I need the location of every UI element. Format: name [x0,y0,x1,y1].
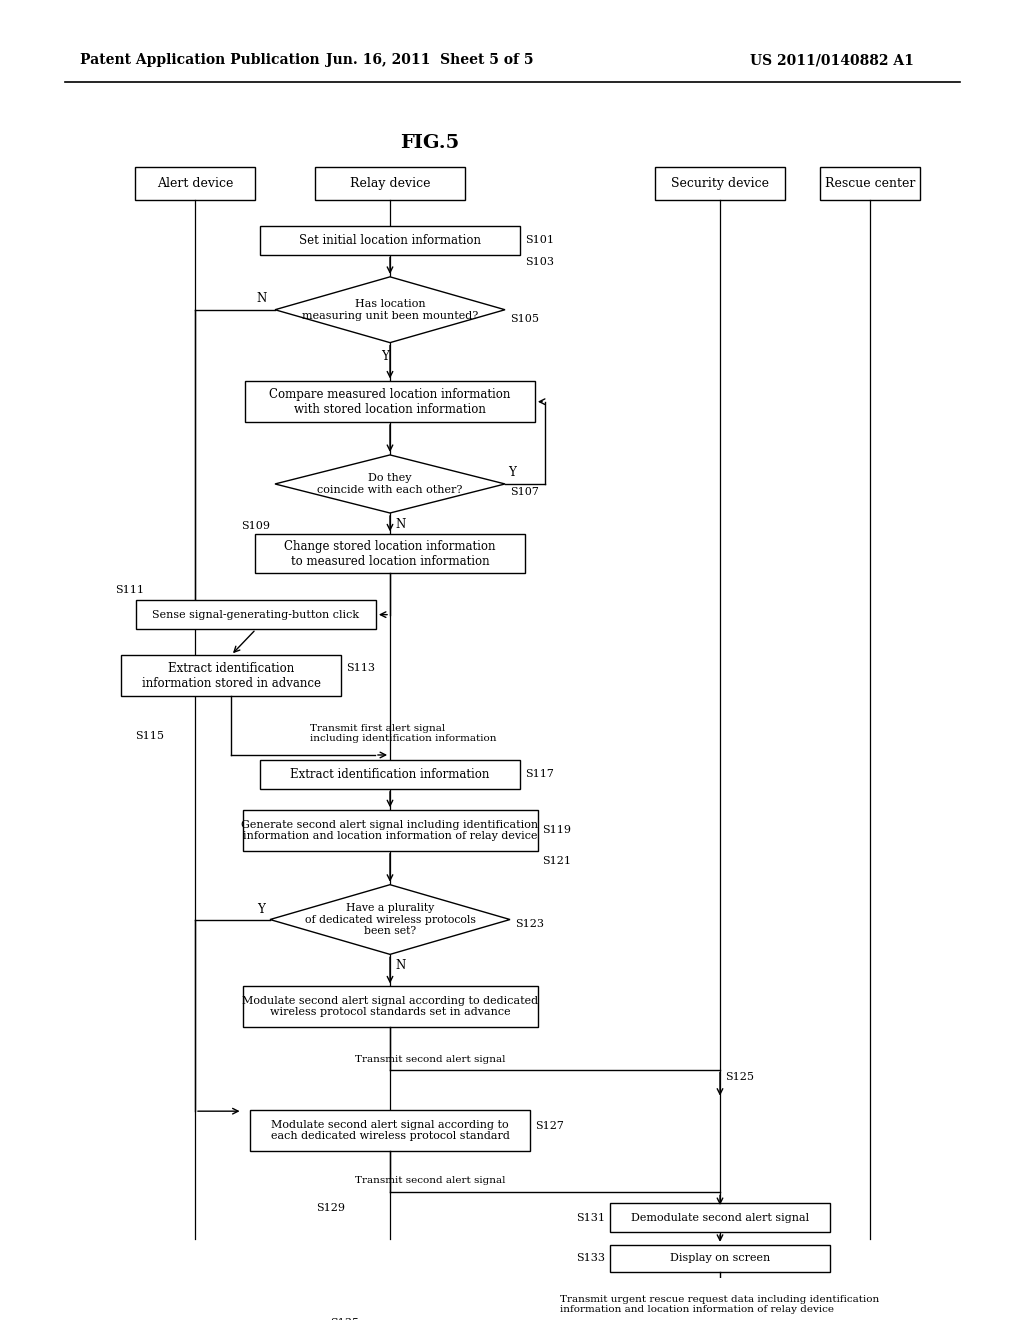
Text: Modulate second alert signal according to
each dedicated wireless protocol stand: Modulate second alert signal according t… [270,1119,509,1142]
FancyBboxPatch shape [243,986,538,1027]
Text: S113: S113 [346,663,375,673]
Text: S127: S127 [535,1121,564,1131]
Text: Demodulate second alert signal: Demodulate second alert signal [631,1213,809,1222]
Text: Transmit urgent rescue request data including identification
information and loc: Transmit urgent rescue request data incl… [560,1295,880,1315]
FancyBboxPatch shape [655,168,785,201]
Text: Jun. 16, 2011  Sheet 5 of 5: Jun. 16, 2011 Sheet 5 of 5 [327,53,534,67]
FancyBboxPatch shape [260,226,520,255]
FancyBboxPatch shape [136,601,376,630]
Text: S119: S119 [543,825,571,836]
Text: Transmit first alert signal
including identification information: Transmit first alert signal including id… [310,723,497,743]
FancyBboxPatch shape [250,1110,530,1151]
Text: Relay device: Relay device [350,177,430,190]
Text: S133: S133 [575,1253,605,1263]
FancyBboxPatch shape [610,1245,830,1272]
Text: US 2011/0140882 A1: US 2011/0140882 A1 [750,53,913,67]
Text: Has location
measuring unit been mounted?: Has location measuring unit been mounted… [302,298,478,321]
Text: Extract identification information: Extract identification information [291,768,489,781]
Text: Y: Y [257,903,265,916]
FancyBboxPatch shape [260,760,520,789]
Polygon shape [270,884,510,954]
Text: N: N [257,292,267,305]
FancyBboxPatch shape [820,168,920,201]
Text: Transmit second alert signal: Transmit second alert signal [354,1176,505,1185]
Text: S103: S103 [525,257,554,268]
Text: Y: Y [508,466,516,479]
Text: S117: S117 [525,770,554,779]
Text: S109: S109 [241,521,270,531]
Text: Security device: Security device [671,177,769,190]
Text: S105: S105 [510,314,539,325]
Text: Extract identification
information stored in advance: Extract identification information store… [141,661,321,689]
Polygon shape [275,455,505,513]
Text: S135: S135 [330,1319,359,1320]
Text: Alert device: Alert device [157,177,233,190]
Text: Set initial location information: Set initial location information [299,234,481,247]
Text: Patent Application Publication: Patent Application Publication [80,53,319,67]
Text: N: N [395,517,406,531]
Text: S107: S107 [510,487,539,496]
Text: Y: Y [381,350,389,363]
Text: S121: S121 [543,855,571,866]
FancyBboxPatch shape [315,168,465,201]
Text: Compare measured location information
with stored location information: Compare measured location information wi… [269,388,511,416]
FancyBboxPatch shape [245,381,535,422]
FancyBboxPatch shape [135,168,255,201]
Text: Display on screen: Display on screen [670,1253,770,1263]
Text: Do they
coincide with each other?: Do they coincide with each other? [317,473,463,495]
Text: Transmit second alert signal: Transmit second alert signal [354,1055,505,1064]
Text: Have a plurality
of dedicated wireless protocols
been set?: Have a plurality of dedicated wireless p… [304,903,475,936]
Text: Change stored location information
to measured location information: Change stored location information to me… [285,540,496,568]
Text: S125: S125 [725,1072,754,1082]
FancyBboxPatch shape [121,655,341,696]
Text: FIG.5: FIG.5 [400,135,460,152]
FancyBboxPatch shape [255,535,525,573]
Text: Modulate second alert signal according to dedicated
wireless protocol standards : Modulate second alert signal according t… [242,995,538,1018]
Text: S101: S101 [525,235,554,246]
FancyBboxPatch shape [243,810,538,851]
Text: S131: S131 [575,1213,605,1222]
Text: S129: S129 [316,1203,345,1213]
Text: S111: S111 [115,586,144,595]
Text: N: N [395,960,406,973]
Text: Sense signal-generating-button click: Sense signal-generating-button click [153,610,359,619]
Text: Rescue center: Rescue center [824,177,915,190]
Text: S115: S115 [135,731,164,741]
Polygon shape [275,277,505,343]
Text: Generate second alert signal including identification
information and location i: Generate second alert signal including i… [242,820,539,841]
Text: S123: S123 [515,919,544,929]
FancyBboxPatch shape [610,1203,830,1232]
